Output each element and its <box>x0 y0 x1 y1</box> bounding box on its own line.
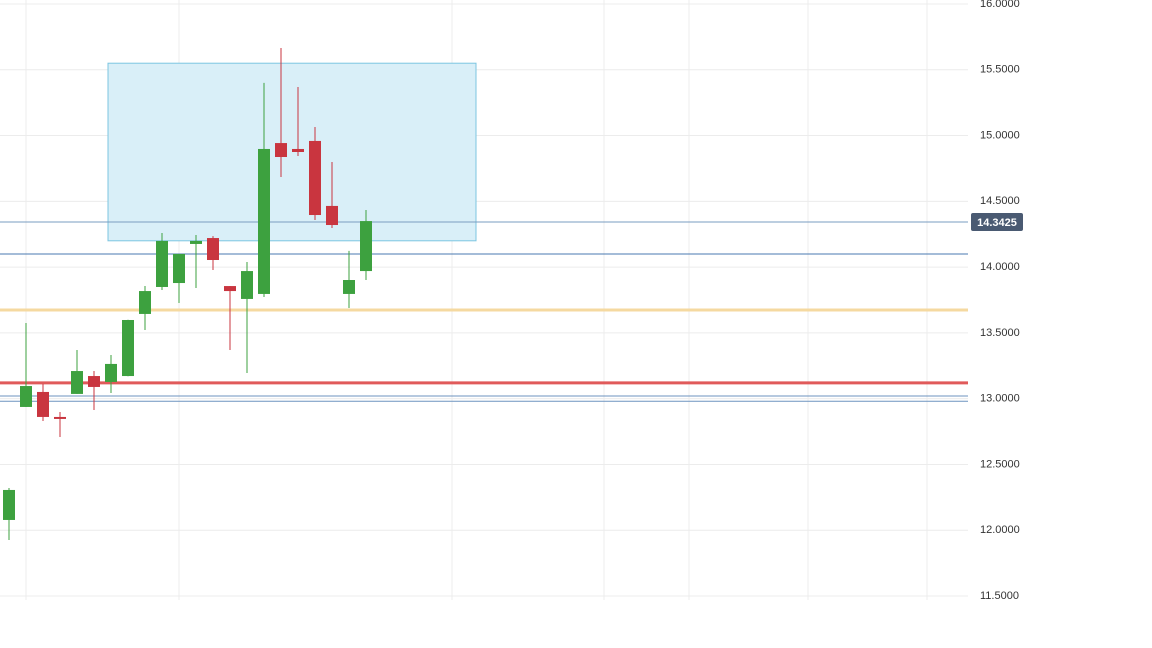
candle-body <box>275 143 287 157</box>
last-price-label: 14.3425 <box>977 217 1017 229</box>
y-tick-label: 12.5000 <box>980 458 1020 470</box>
candle-body <box>190 240 202 244</box>
candle-body <box>241 271 253 299</box>
candle-body <box>156 240 168 287</box>
y-tick-label: 14.0000 <box>980 261 1020 273</box>
candle-body <box>3 489 15 520</box>
candle-body <box>37 391 49 417</box>
y-tick-label: 13.0000 <box>980 393 1020 405</box>
candle-body <box>207 238 219 261</box>
last-price-box <box>971 213 1023 232</box>
y-tick-label: 12.0000 <box>980 524 1020 536</box>
y-tick-label: 11.5000 <box>980 590 1019 602</box>
y-tick-label: 16.0000 <box>980 0 1020 10</box>
candle-body <box>71 371 83 394</box>
candle-body <box>292 148 304 152</box>
candle-body <box>343 280 355 294</box>
candle-body <box>173 253 185 284</box>
candle-body <box>309 140 321 216</box>
candle-body <box>258 148 270 294</box>
candle-body <box>122 319 134 377</box>
y-tick-label: 13.5000 <box>980 327 1020 339</box>
y-tick-label: 14.5000 <box>980 195 1020 207</box>
y-tick-label: 15.5000 <box>980 64 1020 76</box>
candle-body <box>105 363 117 382</box>
candle-body <box>360 221 372 272</box>
candle-body <box>139 291 151 314</box>
y-tick-label: 15.0000 <box>980 129 1020 141</box>
candle-body <box>54 416 66 419</box>
candle-body <box>20 386 32 407</box>
candle-body <box>224 286 236 292</box>
candle-body <box>326 205 338 226</box>
candle-body <box>88 376 100 387</box>
